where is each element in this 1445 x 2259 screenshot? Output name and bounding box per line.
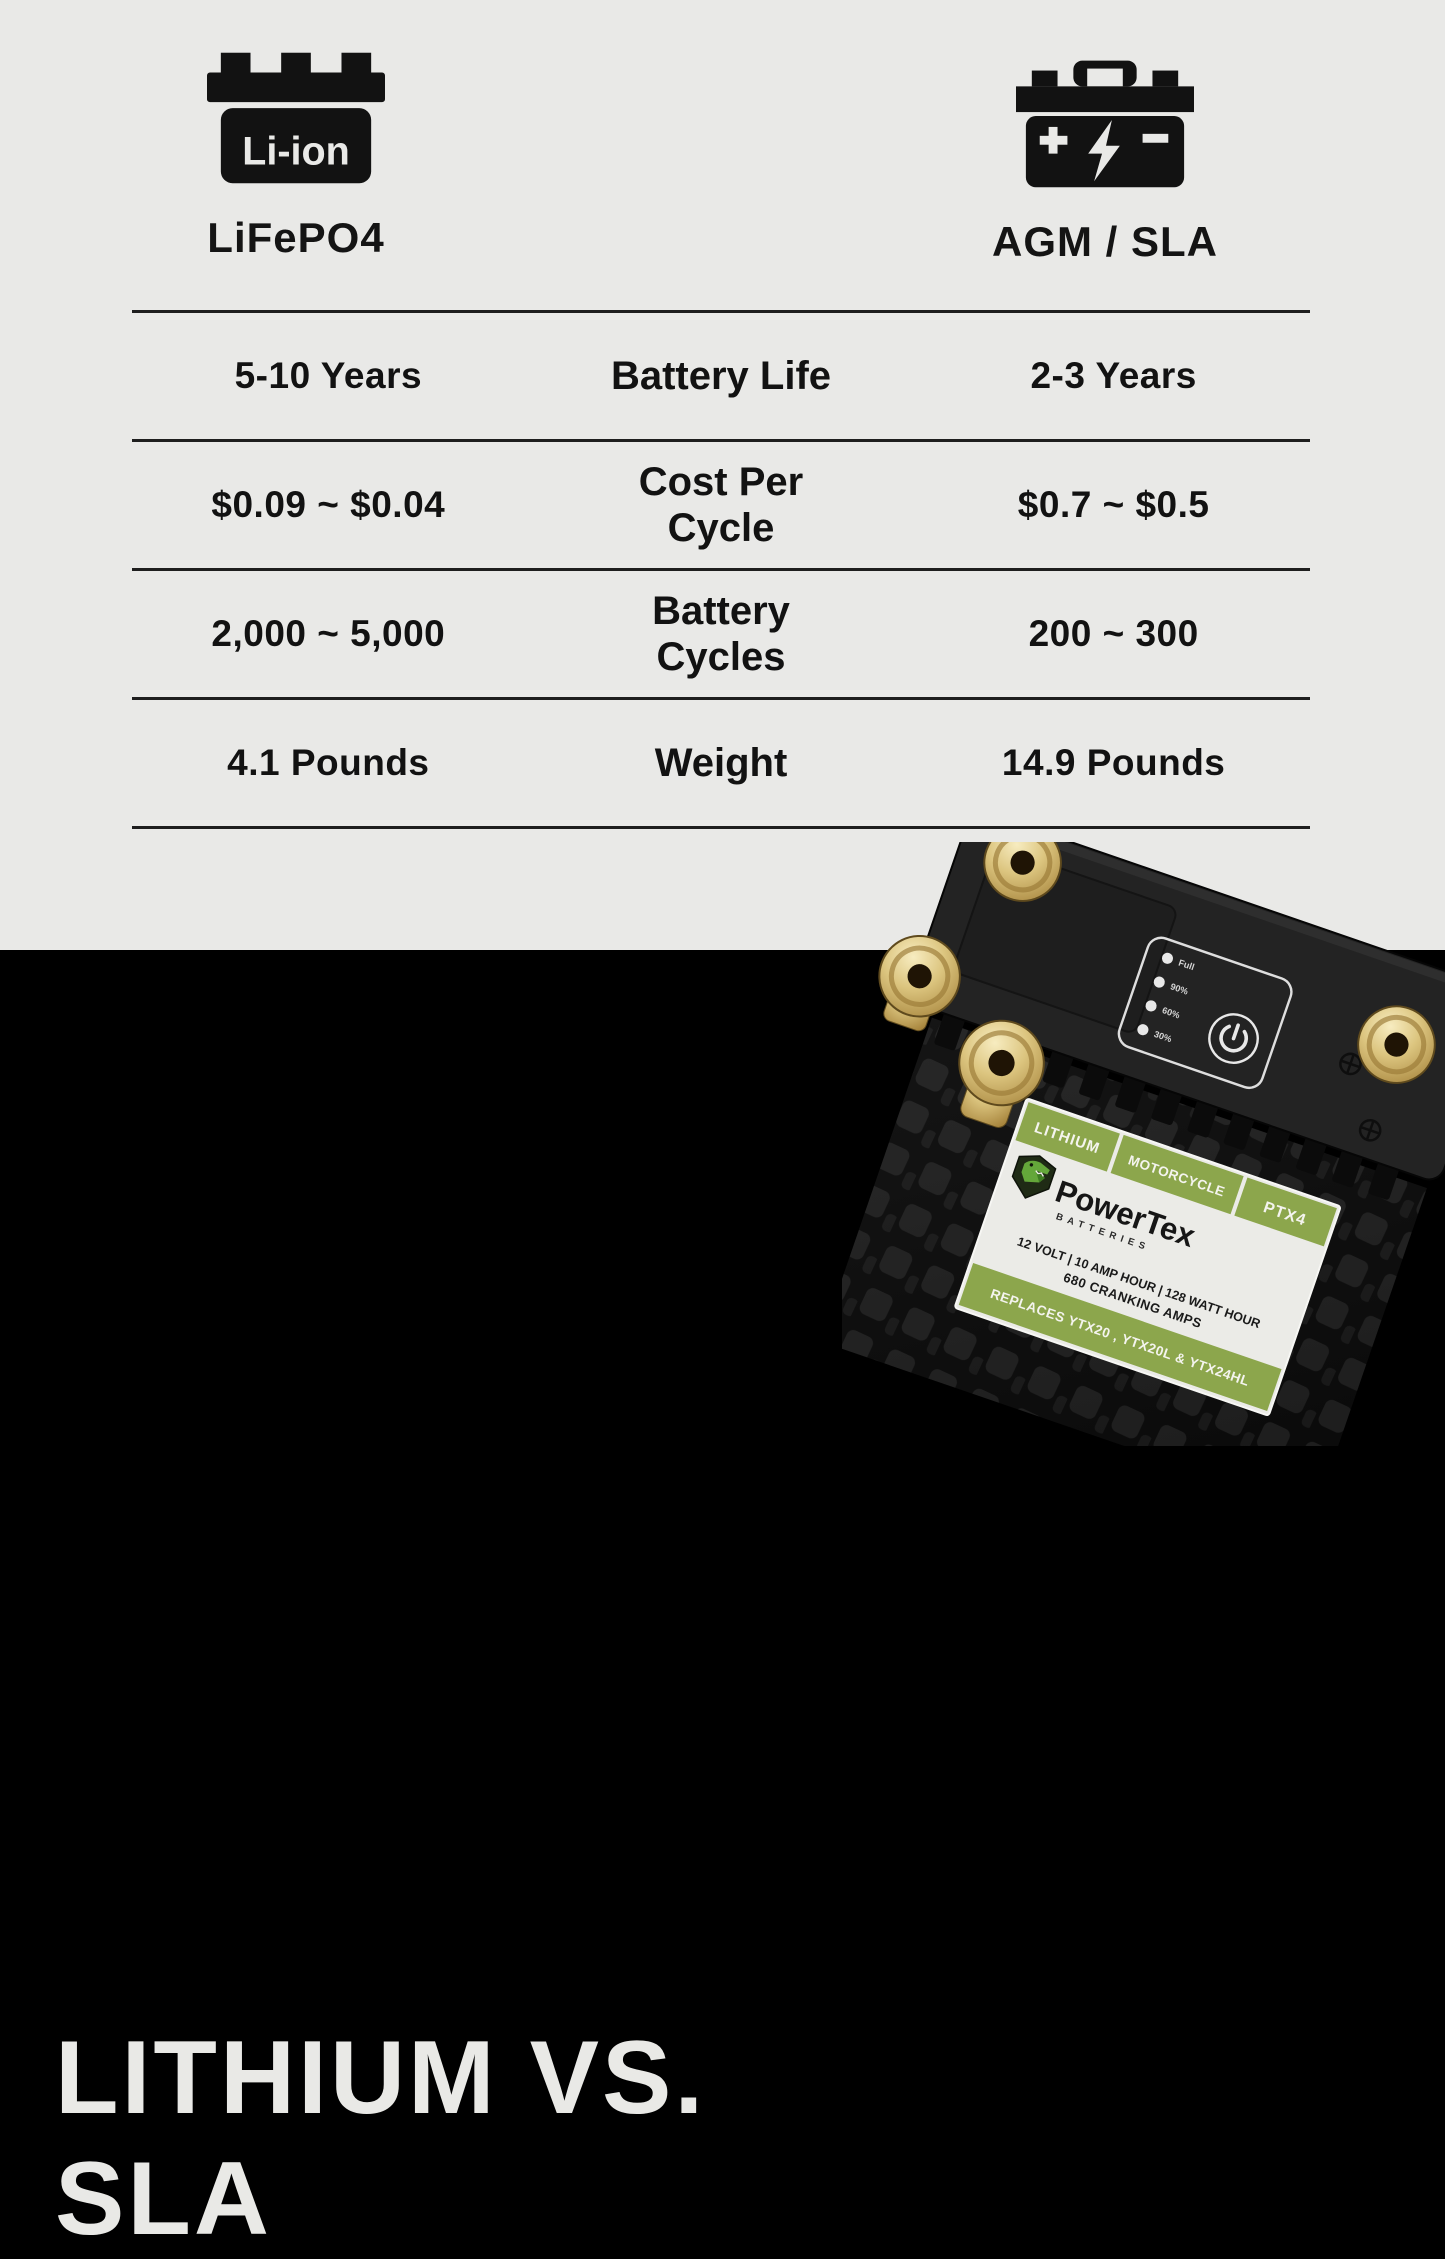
screw-marks (1339, 1052, 1382, 1142)
agm-value: 200 ~ 300 (1028, 613, 1199, 654)
agm-value: $0.7 ~ $0.5 (1017, 484, 1210, 525)
page-title: LITHIUM VS. SLA (55, 2018, 706, 2259)
agm-value: 2-3 Years (1030, 355, 1197, 396)
lithium-value: 5-10 Years (234, 355, 423, 396)
agm-value: 14.9 Pounds (1001, 742, 1226, 783)
dino-shield-logo-icon (1011, 1155, 1057, 1199)
lightning-bolt-icon (1088, 120, 1120, 182)
battery-3d-group: Full 90% 60% 30% (842, 842, 1445, 1446)
power-button-icon (1208, 1013, 1259, 1064)
battery-terminal-right (1357, 1005, 1436, 1084)
lithium-value: 4.1 Pounds (227, 742, 430, 783)
minus-symbol (1142, 133, 1169, 143)
row-label: Battery Cycles (652, 589, 790, 679)
comparison-table: 5-10 Years Battery Life 2-3 Years $0.09 … (132, 310, 1310, 829)
row-label: Cost Per Cycle (638, 460, 804, 550)
battery-product-image: Full 90% 60% 30% (842, 842, 1445, 1446)
agm-battery-icon (1016, 60, 1194, 188)
left-column-title: LiFePO4 (207, 214, 385, 261)
title-line-1: LITHIUM VS. (55, 2020, 707, 2136)
label-replaces-band (958, 1262, 1282, 1412)
battery-terminal-left (878, 934, 961, 1032)
row-label: Battery Life (610, 354, 832, 398)
right-column-title: AGM / SLA (992, 218, 1218, 265)
table-row-battery-cycles: 2,000 ~ 5,000 Battery Cycles 200 ~ 300 (132, 568, 1310, 697)
battery-terminal-top (983, 842, 1062, 902)
comparison-section: Li-ion LiFePO4 AGM / SLA 5-10 (0, 0, 1445, 950)
agm-column-header: AGM / SLA (930, 52, 1280, 266)
led-label-full: Full (1177, 958, 1195, 973)
lithium-value: $0.09 ~ $0.04 (211, 484, 446, 525)
title-line-2: SLA (55, 2140, 272, 2257)
lithium-value: 2,000 ~ 5,000 (211, 613, 446, 654)
table-row-battery-life: 5-10 Years Battery Life 2-3 Years (132, 310, 1310, 439)
table-row-cost-per-cycle: $0.09 ~ $0.04 Cost Per Cycle $0.7 ~ $0.5 (132, 439, 1310, 568)
table-row-weight: 4.1 Pounds Weight 14.9 Pounds (132, 697, 1310, 826)
battery-terminal-front (958, 1019, 1045, 1128)
li-ion-icon-text: Li-ion (242, 129, 350, 173)
led-dots (1137, 952, 1174, 1036)
row-label: Weight (654, 741, 788, 785)
lithium-column-header: Li-ion LiFePO4 (121, 52, 471, 262)
li-ion-battery-icon: Li-ion (207, 52, 385, 184)
